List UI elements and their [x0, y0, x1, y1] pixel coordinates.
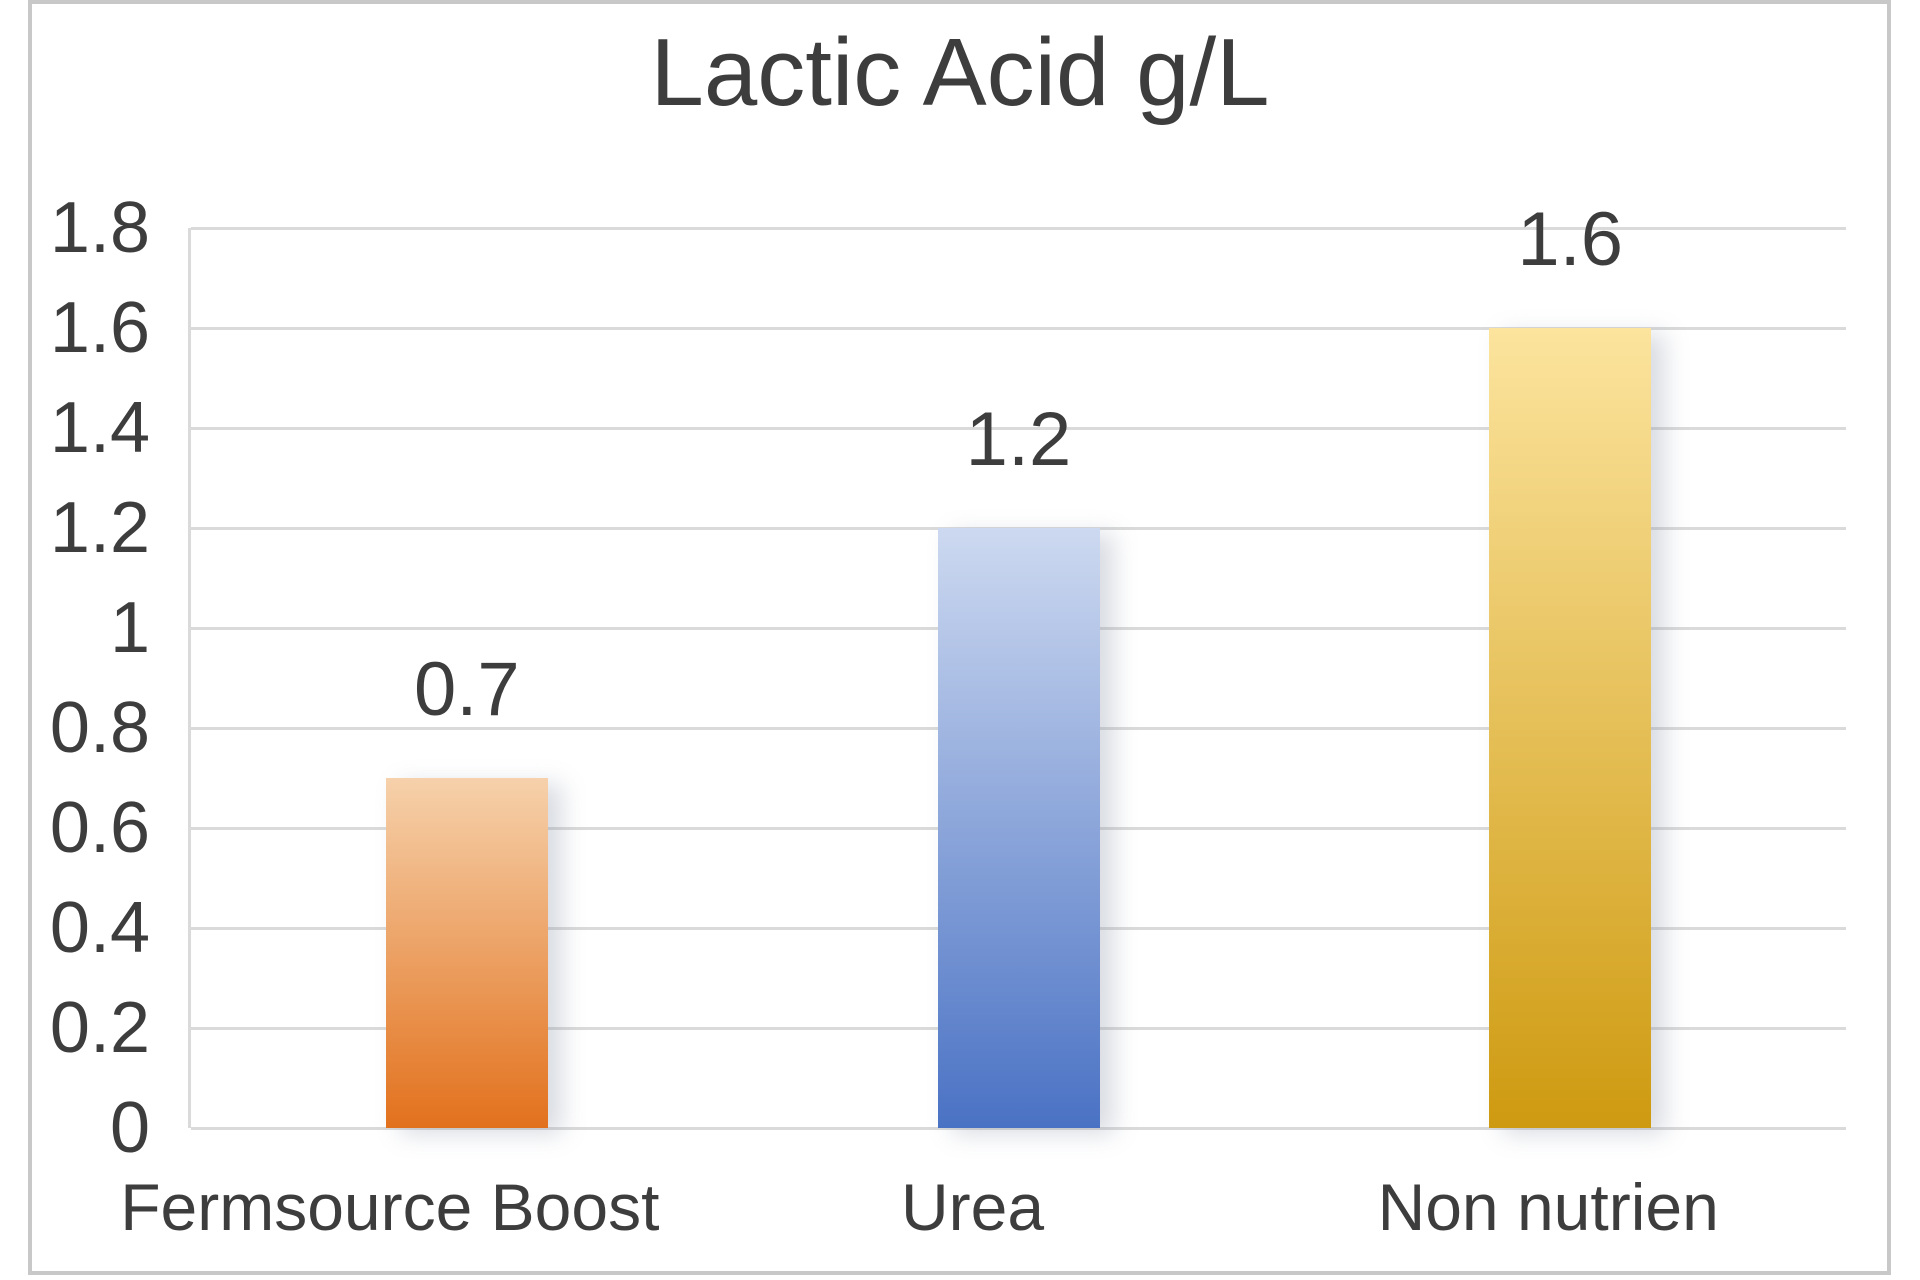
y-tick-label: 0 [109, 1088, 150, 1168]
category-label-fermsource-boost: Fermsource Boost [120, 1170, 660, 1244]
gridline [191, 427, 1846, 430]
y-tick-label: 0.6 [49, 788, 150, 868]
y-tick-label: 1.4 [49, 388, 150, 468]
bar-group-fermsource-boost: 0.7 [191, 228, 743, 1128]
y-tick-label: 0.8 [49, 688, 150, 768]
y-tick-label: 1.8 [49, 188, 150, 268]
category-label-urea: Urea [900, 1170, 1045, 1244]
category-label-non-nutrien: Non nutrien [1377, 1170, 1719, 1244]
category-label-slot: Non nutrien [1291, 1168, 1843, 1258]
bar-urea [937, 528, 1100, 1128]
bar-fermsource-boost [385, 778, 548, 1128]
value-label-non-nutrien: 1.6 [1517, 197, 1623, 282]
y-tick-label: 1 [109, 588, 150, 668]
y-tick-label: 1.6 [49, 288, 150, 368]
y-tick-label: 0.2 [49, 988, 150, 1068]
gridline [191, 327, 1846, 330]
value-label-urea: 1.2 [965, 397, 1072, 482]
y-tick-label: 1.2 [49, 488, 150, 568]
bar-group-urea: 1.2 [743, 228, 1295, 1128]
category-label-slot: Fermsource Boost [120, 1168, 740, 1258]
gridline [191, 1127, 1846, 1130]
category-label-slot: Urea [740, 1168, 1292, 1258]
category-axis: Fermsource Boost Urea Non nutrien [120, 1168, 1843, 1258]
gridline [191, 227, 1846, 230]
bar-group-non-nutrien: 1.6 [1294, 202, 1846, 1128]
bar-non-nutrien [1489, 328, 1652, 1128]
bar-slots: 0.7 1.2 1.6 [191, 202, 1846, 1128]
y-tick-label: 0.4 [49, 888, 150, 968]
plot-area: 0.7 1.2 1.6 [188, 202, 1846, 1130]
value-label-fermsource-boost: 0.7 [414, 647, 520, 732]
y-axis: 1.8 1.6 1.4 1.2 1 0.8 0.6 0.4 0.2 0 [0, 192, 150, 1164]
chart-title: Lactic Acid g/L [650, 19, 1270, 126]
